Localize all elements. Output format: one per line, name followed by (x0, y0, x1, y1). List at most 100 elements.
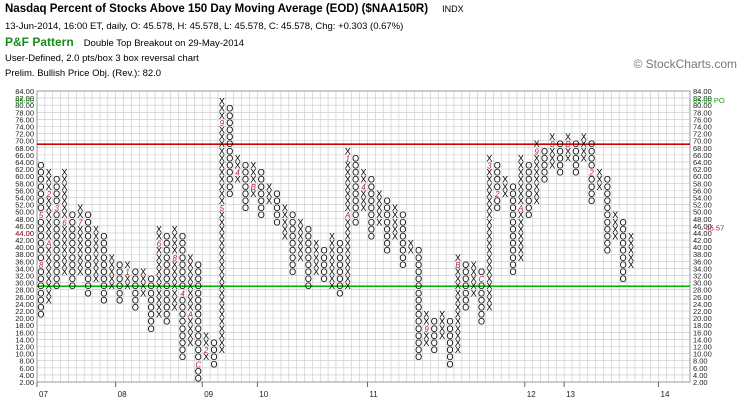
y-tick-label-left: 72.00 (15, 130, 34, 139)
x-box: X (329, 281, 335, 291)
month-marker: 8 (172, 254, 177, 263)
o-box: O (69, 224, 76, 234)
y-tick-label-right: 18.00 (693, 321, 712, 330)
y-tick-label-right: 30.00 (693, 279, 712, 288)
o-box: O (37, 232, 44, 242)
o-box: O (69, 239, 76, 249)
o-box: O (163, 260, 170, 270)
o-box: O (336, 267, 343, 277)
o-box: O (37, 302, 44, 312)
x-box: X (486, 175, 492, 185)
x-box: X (187, 324, 193, 334)
last-price-label-right: ←45.57 (698, 223, 724, 232)
x-box: X (597, 182, 603, 192)
x-box: X (219, 132, 225, 142)
o-box: O (116, 295, 123, 305)
o-box: O (273, 210, 280, 220)
box-info: User-Defined, 2.0 pts/box 3 box reversal… (5, 53, 199, 64)
o-box: O (525, 196, 532, 206)
x-box: X (46, 224, 52, 234)
y-tick-label-left: 44.00 (15, 229, 34, 238)
y-tick-label-right: 82.00 (693, 94, 712, 103)
o-box: O (85, 232, 92, 242)
month-marker: 8 (39, 261, 44, 270)
x-box: X (518, 253, 524, 263)
x-box: X (376, 189, 382, 199)
x-box: X (46, 175, 52, 185)
o-box: O (588, 146, 595, 156)
x-tick-label: 14 (661, 390, 670, 399)
x-box: X (518, 196, 524, 206)
o-box: O (557, 168, 564, 178)
x-box: X (77, 232, 83, 242)
o-box: O (604, 189, 611, 199)
o-box: O (447, 324, 454, 334)
o-box: O (179, 345, 186, 355)
o-box: O (179, 246, 186, 256)
o-box: O (431, 345, 438, 355)
x-box: X (423, 338, 429, 348)
o-box: O (100, 281, 107, 291)
y-tick-label-right: 58.00 (693, 179, 712, 188)
o-box: O (226, 146, 233, 156)
y-tick-label-left: 64.00 (15, 158, 34, 167)
x-box: X (392, 203, 398, 213)
x-box: X (628, 246, 634, 256)
month-marker: 8 (550, 140, 555, 149)
o-box: O (384, 203, 391, 213)
x-box: X (62, 260, 68, 270)
o-box: O (604, 224, 611, 234)
o-box: O (258, 196, 265, 206)
x-box: X (313, 267, 319, 277)
x-box: X (518, 246, 524, 256)
x-box: X (345, 168, 351, 178)
x-box: X (313, 253, 319, 263)
y-tick-label-left: 76.00 (15, 115, 34, 124)
y-tick-label-left: 6.00 (19, 364, 34, 373)
x-box: X (156, 288, 162, 298)
x-box: X (392, 217, 398, 227)
o-box: O (226, 153, 233, 163)
o-box: O (179, 324, 186, 334)
x-box: X (266, 189, 272, 199)
x-box: X (93, 274, 99, 284)
y-tick-label-left: 18.00 (15, 321, 34, 330)
x-box: X (187, 260, 193, 270)
o-box: O (415, 317, 422, 327)
o-box: O (226, 125, 233, 135)
x-box: X (329, 260, 335, 270)
o-box: O (37, 267, 44, 277)
x-box: X (534, 139, 540, 149)
x-box: X (219, 232, 225, 242)
o-box: O (352, 161, 359, 171)
o-box: O (336, 246, 343, 256)
o-box: O (447, 352, 454, 362)
o-box: O (431, 338, 438, 348)
o-box: O (85, 217, 92, 227)
o-box: O (352, 168, 359, 178)
x-box: X (77, 260, 83, 270)
y-tick-label-left: 52.00 (15, 201, 34, 210)
o-box: O (132, 274, 139, 284)
x-tick-label: 13 (566, 390, 575, 399)
month-marker: 3 (54, 204, 59, 213)
o-box: O (179, 281, 186, 291)
x-box: X (345, 224, 351, 234)
o-box: O (148, 324, 155, 334)
month-marker: 4 (180, 289, 185, 298)
y-tick-label-left: 36.00 (15, 257, 34, 266)
x-box: X (298, 232, 304, 242)
x-box: X (455, 317, 461, 327)
x-box: X (46, 217, 52, 227)
y-tick-label-left: 56.00 (15, 186, 34, 195)
o-box: O (85, 246, 92, 256)
o-box: O (494, 175, 501, 185)
o-box: O (509, 232, 516, 242)
x-box: X (345, 281, 351, 291)
x-box: X (203, 331, 209, 341)
o-box: O (179, 232, 186, 242)
o-box: O (53, 267, 60, 277)
x-box: X (93, 224, 99, 234)
month-marker: 9 (534, 147, 539, 156)
o-box: O (525, 182, 532, 192)
